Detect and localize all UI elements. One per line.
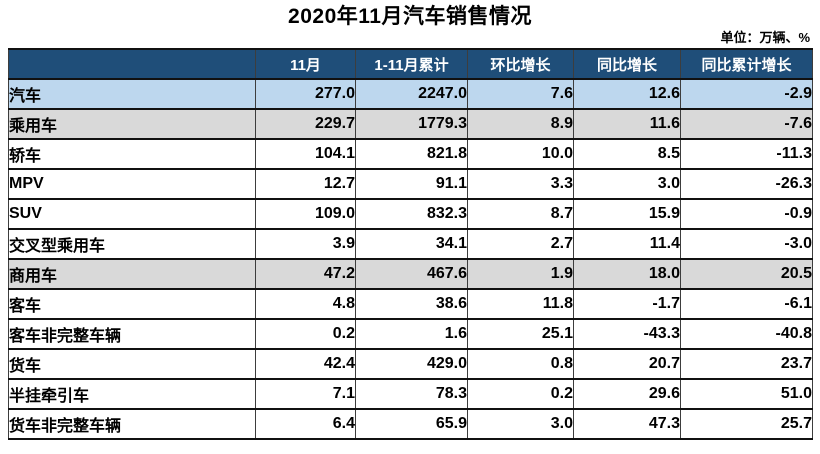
- cell-value: 3.0: [467, 408, 574, 440]
- cell-value: 8.7: [467, 198, 574, 230]
- row-label: 乘用车: [8, 108, 256, 140]
- table-row: 货车 42.4 429.0 0.8 20.7 23.7: [8, 348, 813, 380]
- cell-value: 11.8: [467, 288, 574, 320]
- cell-value: 832.3: [355, 198, 468, 230]
- row-label: 汽车: [8, 78, 256, 110]
- cell-value: 429.0: [355, 348, 468, 380]
- cell-value: 18.0: [573, 258, 681, 290]
- cell-value: 1.9: [467, 258, 574, 290]
- row-label: 货车: [8, 348, 256, 380]
- table-row: 货车非完整车辆 6.4 65.9 3.0 47.3 25.7: [8, 408, 813, 440]
- cell-value: 29.6: [573, 378, 681, 410]
- cell-value: -40.8: [680, 318, 813, 350]
- table-row: 汽车 277.0 2247.0 7.6 12.6 -2.9: [8, 78, 813, 110]
- cell-value: 1.6: [355, 318, 468, 350]
- table-header: 11月 1-11月累计 环比增长 同比增长 同比累计增长: [8, 48, 813, 80]
- row-label: 半挂牵引车: [8, 378, 256, 410]
- cell-value: 3.0: [573, 168, 681, 200]
- cell-value: 25.7: [680, 408, 813, 440]
- cell-value: 12.6: [573, 78, 681, 110]
- table-row: MPV 12.7 91.1 3.3 3.0 -26.3: [8, 168, 813, 200]
- cell-value: 1779.3: [355, 108, 468, 140]
- cell-value: 42.4: [255, 348, 356, 380]
- cell-value: 10.0: [467, 138, 574, 170]
- cell-value: 65.9: [355, 408, 468, 440]
- cell-value: 0.2: [467, 378, 574, 410]
- table-row: 客车 4.8 38.6 11.8 -1.7 -6.1: [8, 288, 813, 320]
- cell-value: 12.7: [255, 168, 356, 200]
- cell-value: 11.4: [573, 228, 681, 260]
- cell-value: 277.0: [255, 78, 356, 110]
- cell-value: -26.3: [680, 168, 813, 200]
- cell-value: 3.9: [255, 228, 356, 260]
- cell-value: -3.0: [680, 228, 813, 260]
- cell-value: 51.0: [680, 378, 813, 410]
- cell-value: 8.9: [467, 108, 574, 140]
- cell-value: 821.8: [355, 138, 468, 170]
- table-body: 汽车 277.0 2247.0 7.6 12.6 -2.9 乘用车 229.7 1779.3 8.…: [8, 78, 813, 440]
- row-label: SUV: [8, 198, 256, 230]
- cell-value: -0.9: [680, 198, 813, 230]
- row-label: 交叉型乘用车: [8, 228, 256, 260]
- cell-value: 7.1: [255, 378, 356, 410]
- row-label: 商用车: [8, 258, 256, 290]
- cell-value: 78.3: [355, 378, 468, 410]
- cell-value: 3.3: [467, 168, 574, 200]
- table-row: 半挂牵引车 7.1 78.3 0.2 29.6 51.0: [8, 378, 813, 410]
- cell-value: -2.9: [680, 78, 813, 110]
- cell-value: 20.5: [680, 258, 813, 290]
- cell-value: -7.6: [680, 108, 813, 140]
- column-header-yoy-growth: 同比增长: [573, 48, 681, 80]
- row-label: 客车: [8, 288, 256, 320]
- cell-value: 6.4: [255, 408, 356, 440]
- cell-value: 47.3: [573, 408, 681, 440]
- cell-value: -11.3: [680, 138, 813, 170]
- cell-value: 25.1: [467, 318, 574, 350]
- row-label: 客车非完整车辆: [8, 318, 256, 350]
- cell-value: 34.1: [355, 228, 468, 260]
- table-header-row: 11月 1-11月累计 环比增长 同比增长 同比累计增长: [8, 48, 813, 80]
- cell-value: 0.8: [467, 348, 574, 380]
- cell-value: 104.1: [255, 138, 356, 170]
- cell-value: 109.0: [255, 198, 356, 230]
- auto-sales-table: 11月 1-11月累计 环比增长 同比增长 同比累计增长 汽车 277.0 2247…: [8, 48, 813, 440]
- cell-value: 7.6: [467, 78, 574, 110]
- table-row: 商用车 47.2 467.6 1.9 18.0 20.5: [8, 258, 813, 290]
- table-row: 乘用车 229.7 1779.3 8.9 11.6 -7.6: [8, 108, 813, 140]
- cell-value: 0.2: [255, 318, 356, 350]
- cell-value: 4.8: [255, 288, 356, 320]
- cell-value: 11.6: [573, 108, 681, 140]
- cell-value: 2.7: [467, 228, 574, 260]
- cell-value: 47.2: [255, 258, 356, 290]
- row-label: MPV: [8, 168, 256, 200]
- table-row: 客车非完整车辆 0.2 1.6 25.1 -43.3 -40.8: [8, 318, 813, 350]
- table-row: 交叉型乘用车 3.9 34.1 2.7 11.4 -3.0: [8, 228, 813, 260]
- page-title: 2020年11月汽车销售情况: [288, 5, 532, 28]
- cell-value: 8.5: [573, 138, 681, 170]
- table-row: 轿车 104.1 821.8 10.0 8.5 -11.3: [8, 138, 813, 170]
- column-header-cumulative: 1-11月累计: [355, 48, 468, 80]
- column-header-yoy-cumulative-growth: 同比累计增长: [680, 48, 813, 80]
- row-label: 货车非完整车辆: [8, 408, 256, 440]
- cell-value: 38.6: [355, 288, 468, 320]
- cell-value: -1.7: [573, 288, 681, 320]
- column-header-mom-growth: 环比增长: [467, 48, 574, 80]
- cell-value: 15.9: [573, 198, 681, 230]
- unit-note: 单位：万辆、%: [720, 30, 810, 45]
- cell-value: 20.7: [573, 348, 681, 380]
- row-label: 轿车: [8, 138, 256, 170]
- table-row: SUV 109.0 832.3 8.7 15.9 -0.9: [8, 198, 813, 230]
- cell-value: -6.1: [680, 288, 813, 320]
- cell-value: 229.7: [255, 108, 356, 140]
- column-header-category: [8, 48, 256, 80]
- cell-value: 467.6: [355, 258, 468, 290]
- cell-value: 23.7: [680, 348, 813, 380]
- cell-value: 2247.0: [355, 78, 468, 110]
- cell-value: 91.1: [355, 168, 468, 200]
- column-header-november: 11月: [255, 48, 356, 80]
- cell-value: -43.3: [573, 318, 681, 350]
